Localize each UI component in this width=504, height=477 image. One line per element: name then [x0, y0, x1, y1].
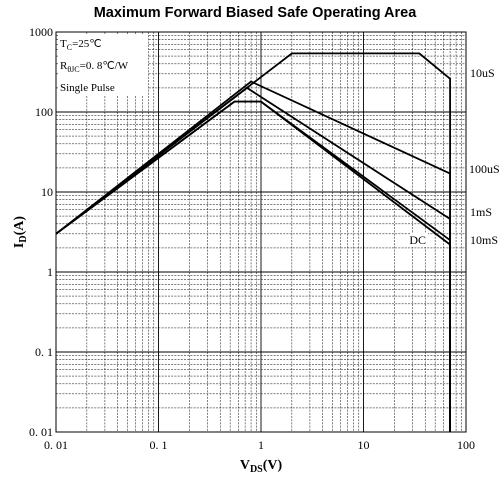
y-axis-label-unit: (A) — [12, 216, 27, 236]
annotation-sub: C — [67, 43, 72, 52]
curve-label-bg — [469, 233, 499, 247]
x-axis-label: VDS(V) — [240, 458, 283, 475]
annotation-main: Single Pulse — [60, 82, 115, 94]
series-line-dc — [55, 100, 452, 432]
x-axis-label-unit: (V) — [263, 458, 283, 473]
y-axis-label-main: I — [12, 243, 27, 248]
y-tick-label: 10 — [41, 185, 53, 199]
y-tick-label: 100 — [35, 105, 53, 119]
annotation-line: RθJC=0. 8℃/W — [60, 60, 129, 74]
annotation-main: T — [60, 38, 67, 50]
y-tick-label: 1000 — [29, 25, 53, 39]
x-tick-label: 0. 1 — [150, 438, 168, 452]
curve-label-bg — [468, 162, 504, 176]
curve-label-dc: DC — [409, 233, 426, 247]
series-line-10ms — [55, 100, 452, 432]
curve-label-bg — [469, 205, 492, 219]
curve-label-100us: 100uS — [469, 162, 500, 176]
y-tick-label: 0. 01 — [29, 425, 53, 439]
curve-label-bg — [410, 233, 428, 247]
series-line-100us — [55, 80, 452, 432]
curve-label-10us: 10uS — [470, 66, 495, 80]
y-tick-labels: 0. 01 0. 1 1 10 100 1000 — [29, 25, 53, 439]
series-layer — [55, 52, 452, 432]
series-line-1ms — [55, 86, 452, 432]
x-axis-label-sub: DS — [250, 464, 263, 475]
annotation-background — [58, 34, 148, 96]
annotation-line: TC=25℃ — [60, 38, 102, 52]
x-tick-label: 100 — [457, 438, 475, 452]
x-tick-labels: 0. 01 0. 1 1 10 100 — [44, 438, 475, 452]
y-axis-label-sub: D — [18, 235, 29, 242]
annotation-line: Single Pulse — [60, 82, 115, 94]
y-axis-label: ID(A) — [12, 216, 29, 248]
annotation-rest: =0. 8℃/W — [80, 60, 129, 72]
curve-label-bg — [469, 66, 499, 80]
annotation-main: R — [60, 60, 68, 72]
annotation-box: TC=25℃ RθJC=0. 8℃/W Single Pulse — [58, 34, 148, 96]
x-tick-label: 10 — [358, 438, 370, 452]
chart-title: Maximum Forward Biased Safe Operating Ar… — [94, 5, 418, 21]
curve-label-1ms: 1mS — [470, 205, 492, 219]
y-tick-label: 1 — [47, 265, 53, 279]
curve-labels: 10uS 100uS 1mS 10mS DC — [409, 66, 504, 247]
x-tick-label: 0. 01 — [44, 438, 68, 452]
series-line-10us — [55, 52, 452, 432]
x-axis-label-main: V — [240, 458, 250, 473]
annotation-sub: θJC — [67, 65, 79, 74]
plot-frame — [55, 31, 467, 433]
x-tick-label: 1 — [258, 438, 264, 452]
y-tick-label: 0. 1 — [35, 345, 53, 359]
curve-label-10ms: 10mS — [470, 233, 498, 247]
annotation-rest: =25℃ — [72, 38, 102, 50]
